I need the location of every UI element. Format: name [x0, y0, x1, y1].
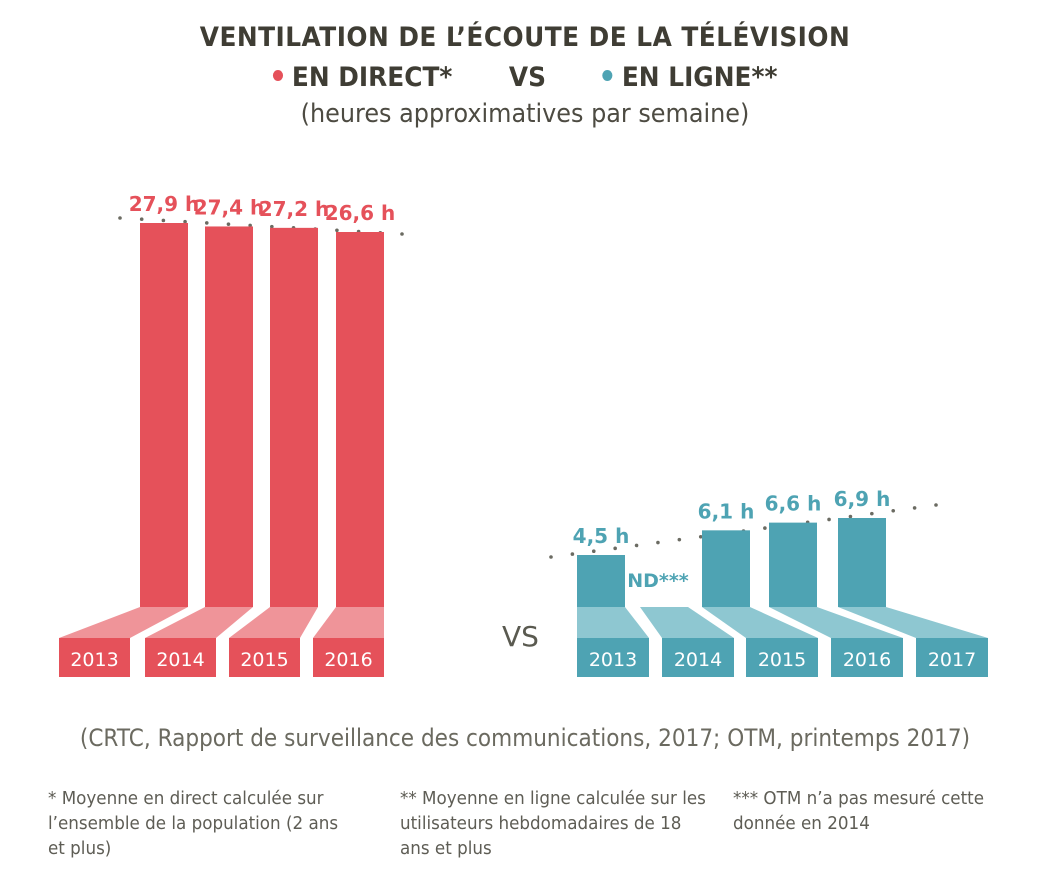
tick-label-direct-2014: 2014: [156, 649, 204, 671]
data-label-direct-2013: 27,9 h: [129, 192, 200, 216]
footnote-nd: *** OTM n’a pas mesuré cette donnée en 2…: [733, 788, 985, 834]
trend-dot-direct: [400, 232, 404, 236]
tick-label-online-2015: 2015: [758, 649, 806, 671]
bar-direct-2014: [205, 226, 253, 607]
trend-dot-online: [613, 546, 617, 551]
bar-connector-online-2014: [640, 607, 734, 638]
bar-connector-online-2015: [702, 607, 818, 638]
legend-dot-direct-icon: [272, 70, 283, 81]
data-label-online-2014: ND***: [627, 570, 689, 592]
tick-label-online-2013: 2013: [589, 649, 637, 671]
year-box-direct-2014: [145, 638, 216, 677]
data-label-online-2015: 6,1 h: [698, 499, 755, 523]
trend-dot-online: [934, 503, 938, 507]
trend-dot-online: [634, 543, 639, 548]
bar-online-2015: [702, 530, 750, 607]
trend-dot-online: [677, 537, 682, 542]
chart-subtitle: (heures approximatives par semaine): [300, 99, 750, 129]
data-label-online-2017: 6,9 h: [834, 487, 891, 511]
data-label-online-2016: 6,6 h: [765, 492, 822, 516]
bar-online-2013: [577, 555, 625, 607]
bar-connector-direct-2013: [59, 607, 188, 638]
data-label-direct-2016: 26,6 h: [325, 201, 396, 225]
legend-item-online: EN LIGNE**: [602, 62, 778, 93]
legend-item-direct: EN DIRECT*: [272, 62, 453, 93]
trend-dot-online: [891, 508, 896, 513]
trend-dot-direct: [161, 218, 166, 223]
bar-connector-online-2013: [577, 607, 649, 638]
trend-dot-direct: [183, 219, 187, 224]
bar-connector-online-2017: [838, 607, 988, 638]
chart-title: VENTILATION DE L’ÉCOUTE DE LA TÉLÉVISION: [199, 22, 851, 53]
year-box-direct-2016: [313, 638, 384, 677]
data-label-direct-2015: 27,2 h: [259, 197, 330, 221]
tick-label-direct-2016: 2016: [324, 649, 372, 671]
vs-separator: VS: [502, 620, 539, 653]
bar-online-2017: [838, 518, 886, 607]
year-box-online-2017: [916, 638, 988, 677]
year-box-online-2015: [746, 638, 818, 677]
trend-dot-online: [698, 534, 703, 539]
bar-connector-direct-2016: [313, 607, 384, 638]
data-label-direct-2014: 27,4 h: [194, 195, 265, 219]
trend-dot-direct: [204, 221, 209, 225]
trend-dot-direct: [270, 224, 274, 229]
bar-connector-direct-2015: [229, 607, 318, 638]
tick-label-direct-2015: 2015: [240, 649, 288, 671]
legend-label-online: EN LIGNE**: [621, 62, 778, 93]
year-box-online-2014: [662, 638, 734, 677]
trend-dot-online: [912, 506, 917, 510]
trend-dot-online: [656, 540, 660, 545]
data-label-online-2013: 4,5 h: [573, 524, 630, 548]
trend-dot-direct: [118, 216, 122, 220]
year-box-online-2016: [831, 638, 903, 677]
legend: EN DIRECT* VS EN LIGNE**: [42, 62, 1008, 93]
tick-label-direct-2013: 2013: [70, 649, 118, 671]
trend-dot-direct: [226, 222, 231, 226]
trend-dot-online: [827, 517, 831, 522]
trend-dot-online: [870, 511, 874, 516]
trend-dot-direct: [335, 228, 339, 233]
legend-vs: VS: [508, 62, 547, 93]
bar-direct-2016: [336, 232, 384, 607]
trend-dot-direct: [139, 217, 144, 222]
trend-dot-direct: [248, 223, 252, 228]
year-box-online-2013: [577, 638, 649, 677]
bar-connector-direct-2014: [145, 607, 253, 638]
trend-dot-online: [848, 514, 853, 519]
legend-dot-online-icon: [602, 70, 613, 81]
trend-dot-online: [763, 526, 767, 530]
footnote-direct: * Moyenne en direct calculée sur l’ensem…: [48, 788, 339, 859]
year-box-direct-2015: [229, 638, 300, 677]
tick-label-online-2014: 2014: [674, 649, 722, 671]
footnote-online: ** Moyenne en ligne calculée sur les uti…: [400, 788, 706, 859]
year-box-direct-2013: [59, 638, 130, 677]
trend-dot-online: [570, 552, 575, 556]
trend-dot-online: [591, 549, 596, 554]
source-citation: (CRTC, Rapport de surveillance des commu…: [79, 724, 971, 752]
legend-label-direct: EN DIRECT*: [291, 62, 453, 93]
trend-dot-online: [549, 555, 553, 559]
tick-label-online-2017: 2017: [928, 649, 976, 671]
bar-online-2016: [769, 522, 817, 607]
tick-label-online-2016: 2016: [843, 649, 891, 671]
bar-direct-2013: [140, 223, 188, 607]
bar-direct-2015: [270, 227, 318, 607]
bar-connector-online-2016: [769, 607, 903, 638]
